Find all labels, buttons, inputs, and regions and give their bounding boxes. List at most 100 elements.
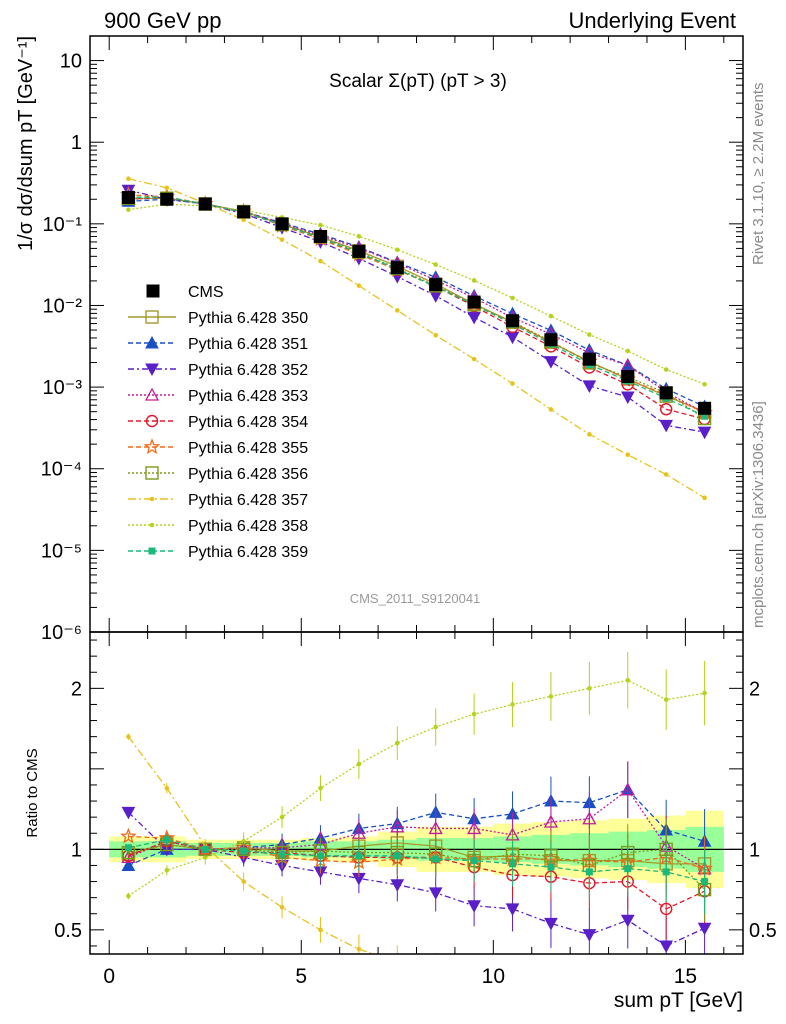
cms-data-point (544, 333, 558, 347)
legend-marker (148, 547, 156, 555)
cms-data-point (506, 314, 520, 328)
y-tick-label: 10⁻² (43, 295, 83, 317)
legend-marker (149, 496, 155, 502)
data-point (663, 367, 669, 372)
y-tick-label: 10⁻¹ (43, 214, 83, 236)
ratio-axis-title: Ratio to CMS (24, 748, 41, 837)
series-line (128, 196, 705, 417)
ratio-line (127, 811, 705, 947)
rivet-version-label: Rivet 3.1.10, ≥ 2.2M events (750, 82, 767, 266)
ratio-point (585, 868, 593, 876)
legend-label: Pythia 6.428 358 (188, 518, 308, 535)
ratio-point (659, 902, 673, 916)
data-point (126, 176, 131, 182)
series-line (128, 194, 705, 414)
data-point (702, 495, 707, 501)
ratio-point (126, 893, 131, 899)
y-tick-label: 10⁻⁶ (41, 622, 82, 644)
ratio-point (510, 702, 515, 707)
mcplots-credit-label: mcplots.cern.ch [arXiv:1306.3436] (750, 401, 767, 628)
y-tick-label: 10⁻⁴ (41, 459, 82, 481)
legend-label: Pythia 6.428 355 (188, 440, 308, 457)
series-cms-data (121, 191, 712, 415)
ratio-point (279, 905, 285, 910)
series-line (128, 197, 705, 413)
data-point (318, 222, 323, 228)
data-point (467, 311, 481, 325)
ratio-point (472, 976, 476, 980)
ratio-line (128, 843, 706, 891)
ratio-frame (89, 631, 744, 955)
data-point (394, 308, 400, 313)
ratio-point (470, 857, 478, 865)
legend-label: Pythia 6.428 357 (188, 492, 308, 509)
data-point (587, 332, 592, 337)
ratio-point (701, 878, 709, 886)
ratio-point (471, 711, 477, 717)
ratio-point (582, 929, 597, 942)
x-tick-label: 5 (295, 965, 307, 988)
series-line (128, 197, 705, 420)
cms-data-point (582, 352, 596, 366)
ratio-point (620, 782, 635, 796)
ratio-point (434, 970, 438, 974)
data-point (433, 332, 439, 338)
ratio-point (316, 852, 324, 860)
main-frame (89, 35, 744, 633)
series-ratio-10 (124, 834, 709, 914)
data-point (510, 381, 515, 386)
ratio-point (662, 868, 670, 876)
legend-label: Pythia 6.428 351 (188, 336, 308, 353)
data-point (433, 262, 439, 267)
legend: CMS Pythia 6.428 350 Pythia 6.428 351 Pythi… (128, 284, 308, 561)
legend-marker-cms (146, 284, 160, 298)
x-tick-label: 10 (482, 965, 505, 988)
data-point (663, 472, 669, 477)
x-axis-title: sum pT [GeV] (614, 989, 743, 1012)
series-main-8 (126, 176, 707, 501)
ratio-point (620, 914, 635, 928)
ratio-point (201, 845, 209, 853)
ratio-point (433, 724, 439, 730)
ratio-point (549, 986, 553, 990)
ratio-point (121, 806, 136, 820)
legend-label-cms: CMS (188, 284, 224, 301)
data-point (126, 207, 131, 212)
legend-marker (143, 438, 161, 455)
cms-data-point (313, 229, 327, 243)
y-tick-label: 10⁻⁵ (41, 540, 82, 562)
ratio-point (697, 922, 712, 936)
legend-label: Pythia 6.428 353 (188, 388, 308, 405)
y-tick-label: 10 (60, 51, 82, 73)
ratio-point (659, 940, 674, 953)
ratio-point (278, 850, 286, 858)
legend-marker (145, 335, 159, 349)
ratio-point (356, 761, 362, 767)
ratio-point (702, 690, 707, 696)
data-point (394, 247, 400, 253)
data-point (471, 356, 477, 362)
cms-data-point (198, 197, 212, 211)
legend-label: Pythia 6.428 350 (188, 310, 308, 327)
ratio-point (164, 867, 170, 873)
ratio-point (390, 879, 405, 892)
legend-marker (145, 363, 159, 377)
data-point (659, 403, 673, 416)
data-point (471, 278, 477, 283)
data-point (356, 233, 362, 239)
ratio-line (128, 835, 705, 870)
ratio-point (163, 836, 171, 844)
ratio-point (394, 740, 400, 746)
cms-data-point (698, 401, 712, 415)
ratio-point (547, 863, 555, 871)
legend-marker (144, 387, 160, 401)
series-line (128, 178, 705, 499)
data-point (318, 258, 323, 264)
ratio-point (505, 903, 520, 916)
ratio-y-tick-label: 1 (71, 839, 82, 861)
cms-data-point (429, 278, 443, 292)
ratio-y-tick-label: 0.5 (54, 920, 82, 942)
process-label: Underlying Event (568, 8, 736, 33)
ratio-y-tick-label-right: 0.5 (749, 920, 777, 942)
ratio-point (390, 819, 405, 833)
